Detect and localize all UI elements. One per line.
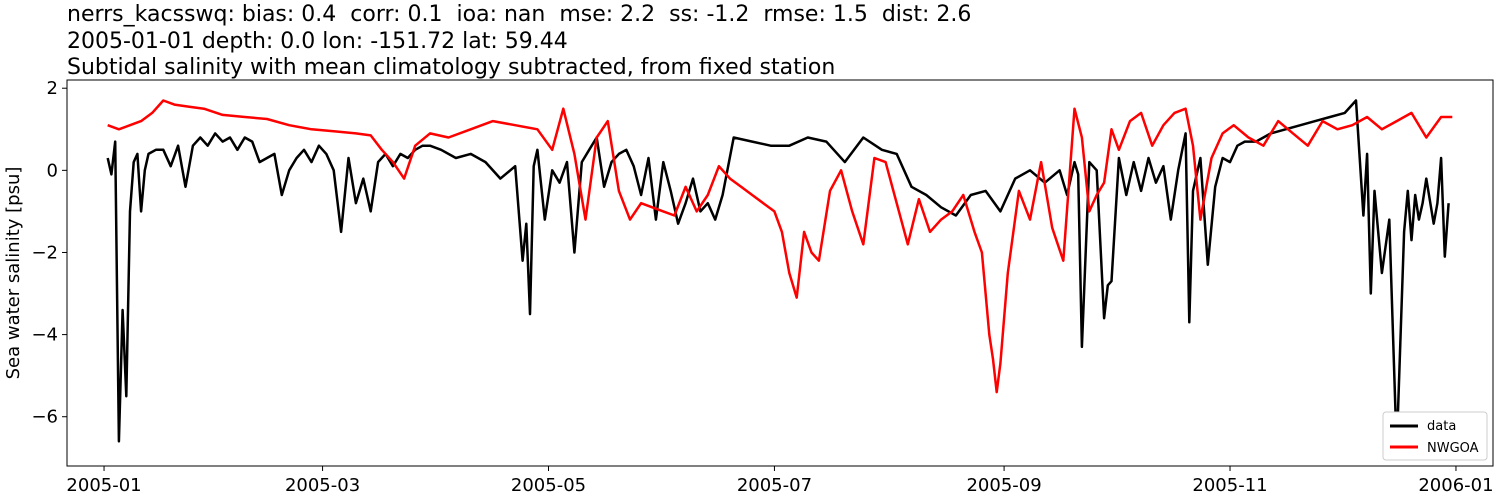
chart-title-line-2: 2005-01-01 depth: 0.0 lon: -151.72 lat: … <box>67 29 568 54</box>
x-tick-label: 2006-01 <box>1418 475 1493 496</box>
plot-area <box>66 79 1494 467</box>
x-tick-label: 2005-03 <box>285 475 360 496</box>
x-axis: 2005-01 2005-03 2005-05 2005-07 2005-09 2005-… <box>66 466 1494 496</box>
series-line-data <box>106 99 1450 451</box>
series-line-nwgoa <box>107 99 1453 394</box>
series-layer <box>106 99 1453 451</box>
x-tick-label: 2005-09 <box>966 475 1041 496</box>
y-tick-label: −6 <box>31 407 58 428</box>
x-tick-label: 2005-01 <box>66 475 141 496</box>
y-tick-label: 2 <box>47 78 58 99</box>
chart-title-line-3: Subtidal salinity with mean climatology … <box>67 55 836 80</box>
chart-title-line-1: nerrs_kacsswq: bias: 0.4 corr: 0.1 ioa: … <box>67 2 972 27</box>
x-tick-label: 2005-07 <box>737 475 812 496</box>
y-axis-label: Sea water salinity [psu] <box>3 167 24 380</box>
y-tick-label: −2 <box>31 242 58 263</box>
legend-label-data: data <box>1427 419 1456 434</box>
y-tick-label: −4 <box>31 325 58 346</box>
y-axis: 2 0 −2 −4 −6 <box>31 78 67 428</box>
x-tick-label: 2005-11 <box>1192 475 1267 496</box>
legend: data NWGOA <box>1382 411 1488 461</box>
y-tick-label: 0 <box>47 160 58 181</box>
legend-label-nwgoa: NWGOA <box>1427 441 1479 456</box>
x-tick-label: 2005-05 <box>511 475 586 496</box>
